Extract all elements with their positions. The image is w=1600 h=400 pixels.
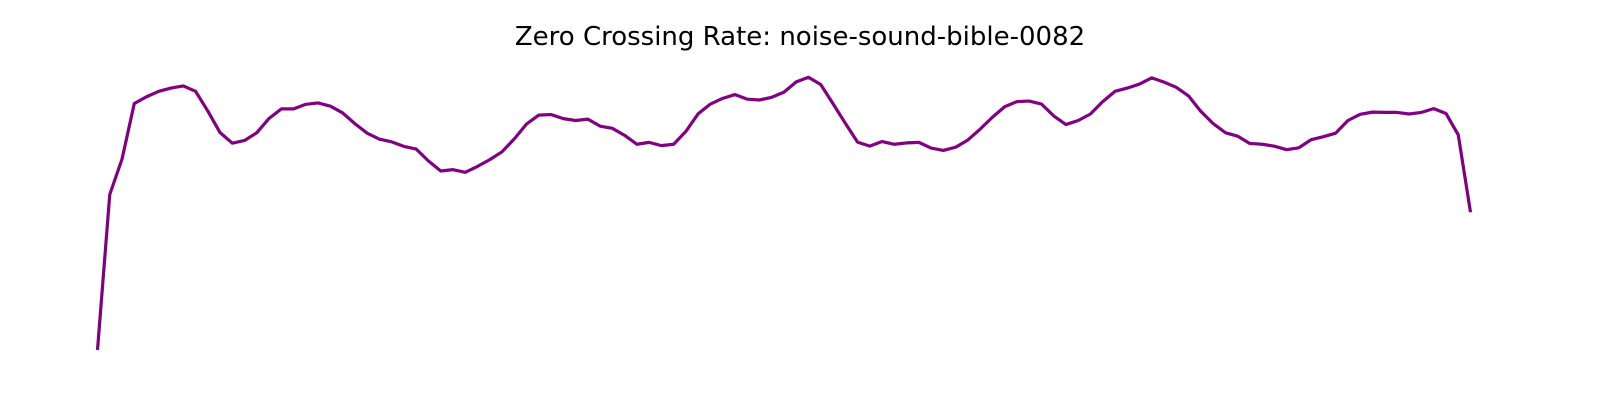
chart-title: Zero Crossing Rate: noise-sound-bible-00… [514,22,1086,52]
series-line-zcr [95,75,1473,351]
